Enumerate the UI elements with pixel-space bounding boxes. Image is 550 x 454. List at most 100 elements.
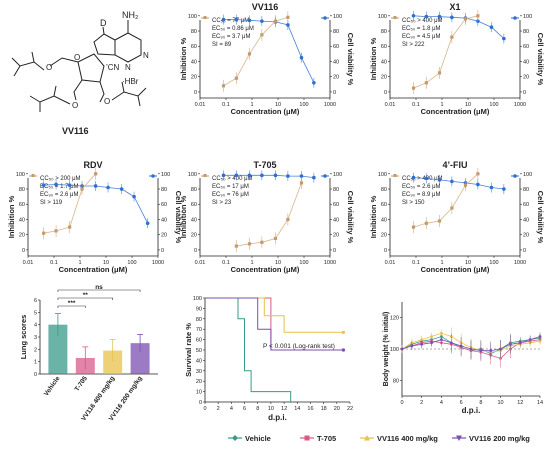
inhibition-point [286, 15, 290, 19]
x-tick-label: 1000 [514, 102, 526, 108]
category-label: T-705 [74, 375, 89, 393]
viability-point [450, 15, 454, 20]
viability-point [260, 173, 264, 178]
x-tick-label: 10 [275, 102, 281, 108]
y-tick-label-right: 100 [523, 14, 532, 20]
weight-point [499, 347, 502, 351]
inhibition-point [450, 206, 454, 210]
significance-label: *** [68, 300, 76, 307]
x-tick-label: 0.01 [195, 260, 206, 266]
y-tick-label-right: 60 [333, 202, 339, 208]
x-tick-label: 1 [78, 260, 81, 266]
y-tick-label-right: 40 [333, 59, 339, 65]
y-tick-label-right: 40 [523, 217, 529, 223]
weight-point [410, 344, 414, 348]
y-tick-label: 80 [381, 187, 387, 193]
weight-point [420, 342, 424, 346]
viability-point [312, 80, 316, 85]
o-ester-3: O [104, 97, 110, 106]
viability-fit-line [223, 19, 315, 83]
viability-legend-marker [323, 174, 327, 178]
x-tick-label: 8 [479, 400, 482, 406]
survival-end-marker [341, 348, 346, 352]
panel-title: RDV [83, 160, 102, 170]
x-axis-label: d.p.i. [268, 413, 287, 422]
x-axis-label: Concentration (μM) [59, 265, 128, 274]
y-tick-label-right: 100 [333, 172, 342, 178]
stat-annotation: SI = 89 [212, 42, 232, 48]
viability-point [145, 221, 150, 226]
x-tick-label: 20 [334, 406, 340, 412]
chemical-structure: NH₂ N N D O ’CN ·HBr O O O VV116 [11, 10, 149, 136]
inhibition-point [221, 84, 226, 88]
weight-point [469, 347, 473, 351]
inhibition-point [286, 217, 290, 222]
y-tick-label: 0 [194, 248, 197, 254]
y-axis-label: Lung scores [19, 315, 28, 360]
viability-legend-marker [513, 16, 517, 20]
x-tick-label: 10 [275, 260, 281, 266]
inhibition-point [94, 172, 98, 176]
y-tick-label: 60 [196, 338, 202, 344]
x-tick-label: 0.1 [222, 102, 230, 108]
y-axis-label-left: Inhibition % [369, 37, 378, 80]
weight-point [489, 349, 493, 352]
y-tick-label-right: 60 [523, 44, 529, 50]
y-tick-label: 2 [34, 347, 37, 353]
x-axis-label: Concentration (μM) [421, 265, 490, 274]
inhibition-legend-marker [203, 16, 207, 19]
viability-point [286, 174, 290, 178]
y-tick-label-right: 80 [333, 187, 339, 193]
y-tick-label-right: 20 [333, 75, 339, 81]
y-tick-label: 40 [191, 59, 197, 65]
inhibition-point [437, 219, 442, 223]
y-tick-label: 100 [16, 172, 25, 178]
y-tick-label: 80 [191, 187, 197, 193]
y-tick-label-right: 60 [161, 202, 167, 208]
significance-bracket [57, 297, 113, 300]
x-tick-label: 0.1 [412, 102, 420, 108]
hbr-label: ·HBr [122, 77, 139, 86]
panel-title: VV116 [252, 2, 279, 12]
x-tick-label: 0.1 [412, 260, 420, 266]
weight-point [509, 342, 512, 346]
x-tick-label: 10 [103, 260, 109, 266]
viability-point [424, 176, 429, 181]
y-tick-label-right: 0 [333, 90, 336, 96]
legend: Vehicle T-705 VV116 400 mg/kg VV116 200 mg/… [228, 434, 530, 443]
inhibition-point [476, 172, 480, 176]
x-tick-label: 12 [281, 406, 287, 412]
significance-bracket [57, 289, 141, 292]
bar [130, 343, 150, 374]
viability-point [450, 179, 454, 184]
x-tick-label: 16 [307, 406, 313, 412]
x-tick-label: 18 [321, 406, 327, 412]
nh2-label: NH₂ [122, 10, 139, 20]
y-tick-label: 0 [34, 372, 37, 378]
x-tick-label: 0.01 [385, 260, 396, 266]
legend-label: T-705 [317, 434, 336, 443]
y-axis-label-left: Inhibition % [179, 195, 188, 238]
viability-point [260, 19, 264, 23]
x-axis-label: Concentration (μM) [421, 107, 490, 116]
weight-point [440, 338, 443, 341]
y-tick-label: 5 [34, 310, 37, 316]
y-axis-label-right: Cell viability % [536, 191, 545, 244]
y-axis-label-left: Inhibition % [179, 37, 188, 80]
stat-annotation: EC₅₀ = 2.6 μM [402, 184, 441, 190]
y-tick-label-right: 60 [523, 202, 529, 208]
y-tick-label: 20 [191, 75, 197, 81]
bar [103, 350, 123, 374]
inhibition-point [247, 242, 252, 246]
panel-4fiu: 4’-FIU 0 0 20 20 40 40 60 60 80 80 100 100 0.01 0.1 1 10… [369, 160, 545, 274]
viability-legend-marker [151, 174, 155, 178]
y-tick-label: 0 [194, 90, 197, 96]
inhibition-point [54, 229, 58, 233]
y-tick-label: 3 [34, 335, 37, 341]
y-tick-label-right: 40 [523, 59, 529, 65]
y-tick-label: 80 [191, 29, 197, 35]
viability-point [502, 187, 506, 191]
y-tick-label-right: 80 [523, 187, 529, 193]
stat-annotation: EC₉₀ = 76 μM [212, 192, 249, 198]
